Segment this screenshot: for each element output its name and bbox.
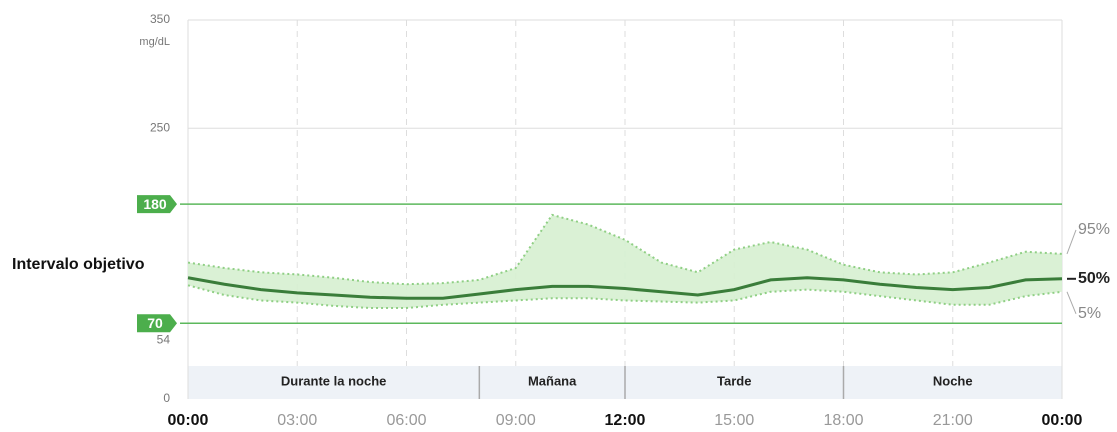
target-label: Intervalo objetivo	[12, 256, 145, 273]
y-tick-label: 0	[163, 391, 170, 405]
legend-connector	[1066, 229, 1077, 255]
y-tick-label: 350	[150, 12, 170, 26]
x-tick-label: 18:00	[823, 412, 863, 429]
legend-label: 95%	[1078, 221, 1110, 238]
period-label: Noche	[933, 373, 973, 388]
y-tick-label: 250	[150, 120, 170, 134]
target-tag-label: 180	[143, 196, 167, 212]
target-tag	[137, 314, 177, 333]
x-tick-label: 15:00	[714, 412, 754, 429]
x-tick-label: 06:00	[386, 412, 426, 429]
percentile-line	[187, 276, 1063, 300]
x-tick-label: 00:00	[168, 412, 209, 429]
legend-label: 50%	[1078, 270, 1110, 287]
target-tag-label: 70	[147, 315, 163, 331]
x-tick-label: 03:00	[277, 412, 317, 429]
x-tick-label: 12:00	[605, 412, 646, 429]
period-label: Mañana	[528, 373, 577, 388]
period-label: Durante la noche	[281, 373, 386, 388]
percentile-band	[188, 214, 1062, 309]
legend-connector	[1066, 291, 1077, 314]
x-tick-label: 00:00	[1042, 412, 1083, 429]
y-unit: mg/dL	[139, 36, 170, 48]
x-tick-label: 09:00	[496, 412, 536, 429]
y-tick-label: 54	[157, 333, 171, 347]
legend-label: 5%	[1078, 305, 1101, 322]
period-label: Tarde	[717, 373, 751, 388]
percentile-line	[187, 213, 1063, 286]
x-tick-label: 21:00	[933, 412, 973, 429]
target-tag	[137, 195, 177, 214]
